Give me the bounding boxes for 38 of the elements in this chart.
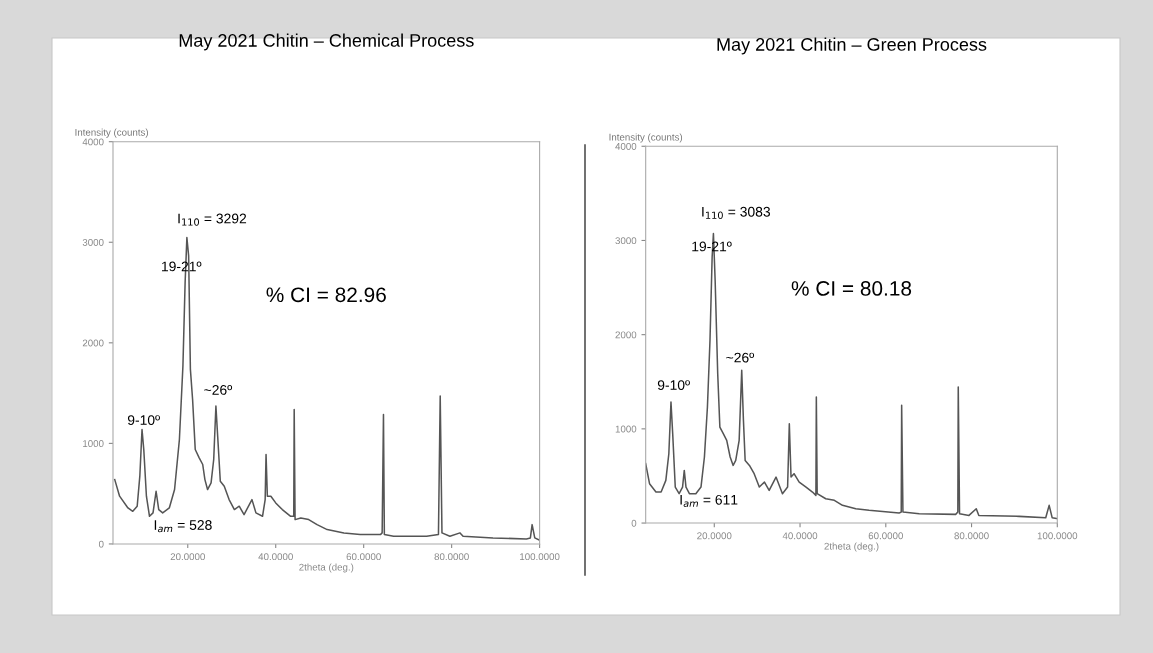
x-tick-label: 40.0000: [782, 532, 818, 540]
annotation: I$_{110}$ = 3083: [702, 206, 771, 219]
x-tick-label: 80.0000: [954, 532, 989, 540]
annotation: I$_{110}$ = 3292: [178, 213, 247, 226]
x-tick-label: 100.0000: [520, 553, 560, 561]
annotation: I$_{am}$ = 528: [154, 520, 212, 533]
y-tick-label: 4000: [615, 143, 637, 150]
annotation: % CI = 82.96: [266, 287, 386, 303]
x-tick-label: 100.0000: [1037, 532, 1078, 540]
x-axis-title: 2theta (deg.): [299, 563, 354, 573]
chart-title: May 2021 Chitin – Green Process: [717, 37, 987, 55]
y-tick-label: 4000: [82, 138, 104, 146]
x-tick-label: 60.0000: [346, 553, 381, 561]
x-tick-label: 20.0000: [170, 553, 205, 561]
y-tick-label: 0: [631, 519, 637, 527]
line-series: [645, 232, 1058, 520]
annotation: 9-10º: [127, 415, 160, 425]
annotation: ~26º: [726, 352, 755, 363]
y-tick-label: 3000: [615, 237, 637, 245]
y-tick-label: 3000: [82, 239, 104, 246]
y-tick-label: 1000: [83, 440, 104, 448]
y-tick-label: 0: [98, 540, 104, 548]
annotation: I$_{am}$ = 611: [680, 494, 738, 507]
chart-title: May 2021 Chitin – Chemical Process: [179, 33, 474, 51]
y-axis-title: Intensity (counts): [609, 133, 683, 143]
x-axis-title: 2theta (deg.): [824, 542, 879, 552]
annotation: 9-10º: [657, 380, 690, 391]
x-tick-label: 60.0000: [868, 532, 903, 540]
x-tick-label: 20.0000: [697, 532, 732, 540]
x-tick-label: 80.0000: [434, 553, 469, 561]
x-tick-label: 40.0000: [258, 553, 293, 561]
y-tick-label: 2000: [615, 331, 637, 339]
annotation: ~26º: [204, 384, 233, 395]
y-axis-title: Intensity (counts): [75, 128, 149, 138]
y-tick-label: 2000: [82, 339, 104, 347]
y-tick-label: 1000: [615, 425, 637, 433]
line-series: [113, 236, 540, 541]
annotation: % CI = 80.18: [791, 281, 912, 296]
